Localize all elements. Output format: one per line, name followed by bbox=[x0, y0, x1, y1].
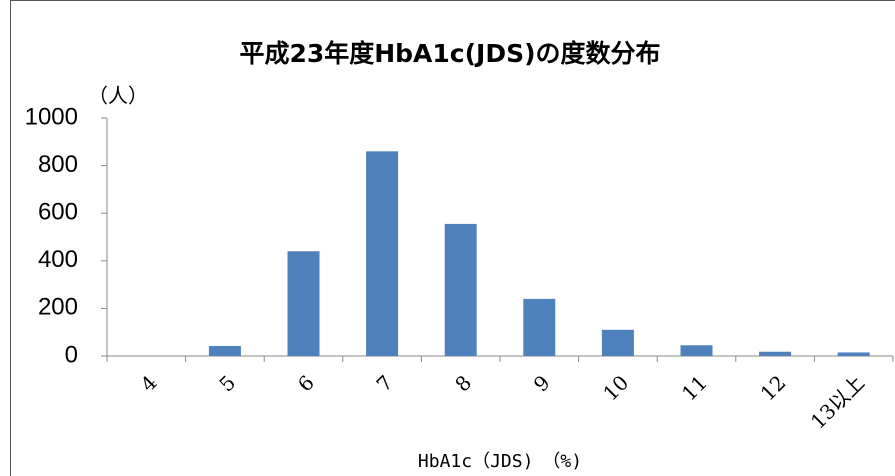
x-tick-label: 6 bbox=[293, 370, 319, 396]
x-tick-label: 8 bbox=[450, 370, 476, 396]
x-tick-label: 7 bbox=[372, 370, 398, 396]
chart-border bbox=[10, 0, 895, 476]
x-tick-label: 12 bbox=[756, 370, 791, 405]
x-tick-label: 11 bbox=[677, 370, 712, 405]
y-tick-label: 800 bbox=[38, 151, 78, 178]
y-tick-label: 600 bbox=[38, 199, 78, 226]
bar bbox=[837, 352, 870, 356]
x-tick-label: 10 bbox=[598, 370, 633, 405]
x-tick-label: 13以上 bbox=[806, 370, 869, 433]
x-tick-label: 5 bbox=[214, 370, 240, 396]
x-axis-label: HbA1c（JDS) （%) bbox=[418, 451, 582, 472]
bar bbox=[444, 223, 477, 356]
x-tick-label: 9 bbox=[529, 370, 555, 396]
x-tick-label: 4 bbox=[136, 370, 162, 396]
bar bbox=[208, 346, 241, 356]
bar bbox=[680, 345, 713, 356]
bar bbox=[601, 329, 634, 356]
y-axis-label: （人） bbox=[88, 84, 148, 108]
y-tick-label: 200 bbox=[38, 294, 78, 321]
bar bbox=[523, 298, 556, 356]
y-tick-label: 1000 bbox=[25, 103, 78, 130]
bar bbox=[366, 151, 399, 356]
y-tick-label: 400 bbox=[38, 246, 78, 273]
y-tick-label: 0 bbox=[65, 341, 78, 368]
chart-title: 平成23年度HbA1c(JDS)の度数分布 bbox=[239, 39, 660, 68]
bar bbox=[759, 351, 792, 356]
bar bbox=[287, 251, 320, 356]
